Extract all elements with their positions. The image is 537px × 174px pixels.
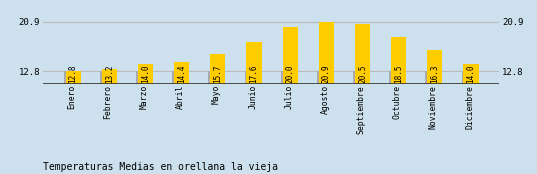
Bar xyxy=(210,54,226,84)
Bar xyxy=(66,71,81,84)
Bar xyxy=(208,71,221,84)
Bar xyxy=(172,71,185,84)
Bar xyxy=(391,37,407,84)
Text: 13.2: 13.2 xyxy=(105,64,114,83)
Text: 20.0: 20.0 xyxy=(286,64,295,83)
Bar xyxy=(355,24,370,84)
Bar xyxy=(174,62,189,84)
Text: Temperaturas Medias en orellana la vieja: Temperaturas Medias en orellana la vieja xyxy=(43,162,278,172)
Text: 15.7: 15.7 xyxy=(213,64,222,83)
Text: 20.9: 20.9 xyxy=(322,64,331,83)
Bar xyxy=(281,71,294,84)
Text: 16.3: 16.3 xyxy=(430,64,439,83)
Bar xyxy=(319,22,334,84)
Text: 17.6: 17.6 xyxy=(250,64,258,83)
Bar xyxy=(317,71,330,84)
Text: 18.5: 18.5 xyxy=(394,64,403,83)
Bar xyxy=(244,71,258,84)
Bar xyxy=(462,71,475,84)
Text: 20.5: 20.5 xyxy=(358,64,367,83)
Text: 14.4: 14.4 xyxy=(177,64,186,83)
Bar xyxy=(136,71,149,84)
Bar xyxy=(138,64,153,84)
Bar xyxy=(427,50,442,84)
Bar xyxy=(353,71,366,84)
Bar xyxy=(100,71,113,84)
Bar xyxy=(425,71,439,84)
Bar xyxy=(389,71,402,84)
Bar xyxy=(246,42,262,84)
Text: 14.0: 14.0 xyxy=(467,64,476,83)
Bar xyxy=(64,71,77,84)
Bar xyxy=(101,69,117,84)
Bar xyxy=(282,27,298,84)
Text: 12.8: 12.8 xyxy=(69,64,78,83)
Text: 14.0: 14.0 xyxy=(141,64,150,83)
Bar xyxy=(463,64,478,84)
